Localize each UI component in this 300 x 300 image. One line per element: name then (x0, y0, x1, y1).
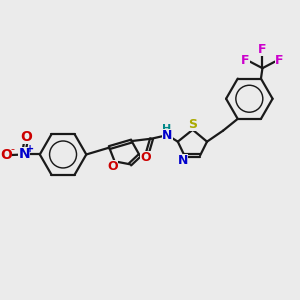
Text: S: S (188, 118, 197, 131)
Text: N: N (162, 129, 172, 142)
Text: N: N (19, 148, 30, 161)
Text: O: O (0, 148, 12, 162)
Text: F: F (275, 54, 284, 67)
Text: O: O (20, 130, 32, 144)
Text: F: F (241, 54, 250, 67)
Text: O: O (140, 151, 151, 164)
Text: F: F (258, 43, 267, 56)
Text: +: + (26, 144, 34, 154)
Text: -: - (10, 144, 14, 154)
Text: H: H (162, 124, 172, 134)
Text: O: O (108, 160, 118, 173)
Text: N: N (178, 154, 188, 166)
